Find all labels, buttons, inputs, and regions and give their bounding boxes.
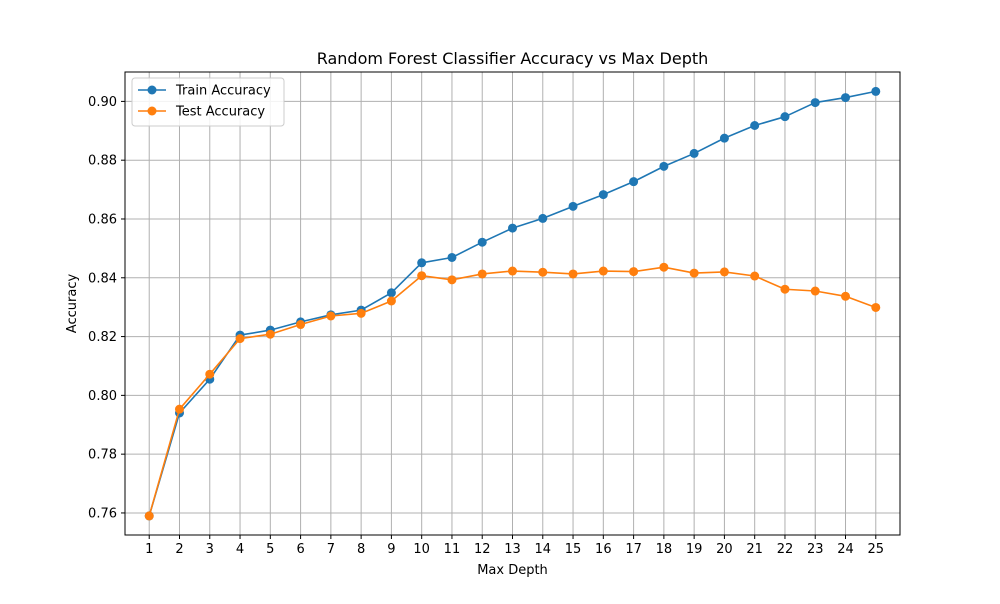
x-tick-label: 6 [296,542,304,557]
data-point-train-accuracy [810,98,820,108]
x-tick-label: 13 [504,542,521,557]
data-point-test-accuracy [841,291,851,301]
x-tick-label: 15 [565,542,582,557]
data-point-test-accuracy [568,269,578,279]
grid [125,72,900,535]
legend-label-test-accuracy: Test Accuracy [175,105,265,120]
y-axis: 0.76 0.78 0.80 0.82 0.84 0.86 0.88 0.90 [88,95,125,521]
data-point-train-accuracy [871,86,881,96]
data-point-test-accuracy [356,308,366,318]
data-point-test-accuracy [386,296,396,306]
data-point-test-accuracy [719,267,729,277]
x-tick-label: 20 [716,542,733,557]
data-point-train-accuracy [538,213,548,223]
chart-title: Random Forest Classifier Accuracy vs Max… [317,49,709,68]
x-tick-label: 12 [474,542,491,557]
data-point-test-accuracy [174,404,184,414]
y-tick-label: 0.82 [88,330,117,345]
data-point-test-accuracy [265,329,275,339]
y-tick-label: 0.90 [88,95,117,110]
data-point-train-accuracy [417,258,427,268]
x-tick-label: 8 [357,542,365,557]
x-tick-label: 4 [236,542,244,557]
data-point-test-accuracy [689,268,699,278]
x-tick-label: 19 [686,542,703,557]
data-point-train-accuracy [841,93,851,103]
x-tick-label: 14 [535,542,552,557]
data-point-train-accuracy [780,112,790,122]
data-point-test-accuracy [417,271,427,281]
y-tick-label: 0.76 [88,506,117,521]
x-tick-label: 7 [327,542,335,557]
data-point-test-accuracy [447,275,457,285]
series-test-accuracy [144,262,881,521]
data-point-train-accuracy [689,148,699,158]
data-point-test-accuracy [205,369,215,379]
data-point-train-accuracy [477,237,487,247]
legend-marker-test-accuracy [147,106,157,116]
legend-label-train-accuracy: Train Accuracy [175,84,271,99]
x-tick-label: 25 [868,542,885,557]
data-point-test-accuracy [871,302,881,312]
series-layer [144,86,881,521]
y-tick-label: 0.80 [88,389,117,404]
x-tick-label: 5 [266,542,274,557]
data-point-train-accuracy [508,223,517,233]
data-point-train-accuracy [750,121,760,131]
data-point-test-accuracy [235,334,245,344]
y-tick-label: 0.86 [88,212,117,227]
x-tick-label: 18 [656,542,673,557]
x-tick-label: 17 [625,542,642,557]
x-tick-label: 24 [837,542,854,557]
x-tick-label: 21 [746,542,763,557]
legend-marker-train-accuracy [147,85,157,95]
data-point-train-accuracy [659,161,669,171]
data-point-test-accuracy [296,320,306,330]
data-point-test-accuracy [750,271,760,281]
data-point-train-accuracy [629,177,639,187]
x-tick-label: 2 [175,542,183,557]
data-point-test-accuracy [477,269,487,279]
y-tick-label: 0.78 [88,448,117,463]
data-point-train-accuracy [719,133,729,143]
legend-box [131,77,285,127]
data-point-test-accuracy [508,266,517,276]
data-point-test-accuracy [144,511,154,521]
data-point-train-accuracy [386,288,396,298]
x-tick-label: 3 [206,542,214,557]
legend: Train Accuracy Test Accuracy [131,77,285,127]
data-point-test-accuracy [326,311,336,321]
x-tick-label: 22 [777,542,794,557]
x-tick-label: 16 [595,542,612,557]
x-tick-label: 23 [807,542,824,557]
data-point-train-accuracy [598,190,608,200]
data-point-train-accuracy [568,201,578,211]
data-point-test-accuracy [810,286,820,296]
y-tick-label: 0.84 [88,271,117,286]
x-tick-label: 11 [444,542,461,557]
data-point-test-accuracy [780,284,790,294]
data-point-train-accuracy [447,252,457,262]
x-tick-label: 10 [413,542,430,557]
data-point-test-accuracy [598,266,608,276]
x-axis-label: Max Depth [477,563,548,578]
data-point-test-accuracy [538,267,548,277]
x-axis: 1 2 3 4 5 6 7 8 9 10 11 12 13 14 15 16 17 18 19 20 21 22 23 24 2… [145,535,884,557]
y-axis-label: Accuracy [65,274,80,334]
data-point-test-accuracy [629,267,639,277]
y-tick-label: 0.88 [88,154,117,169]
x-tick-label: 1 [145,542,153,557]
x-tick-label: 9 [387,542,395,557]
data-point-test-accuracy [659,262,669,272]
